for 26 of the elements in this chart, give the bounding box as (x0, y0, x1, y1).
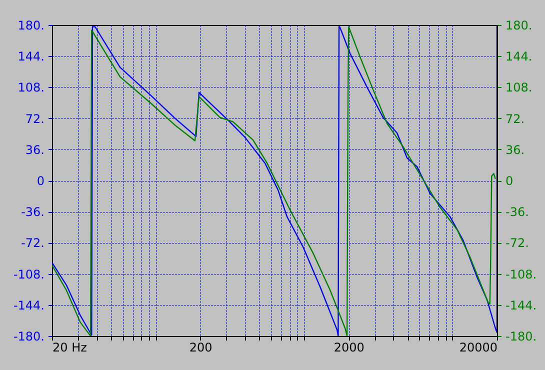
y-tick-label: 72. (25, 112, 44, 126)
x-tick-label: 2000 (334, 340, 364, 354)
y2-tick-label: -180. (506, 330, 537, 344)
y-tick-label: 36. (25, 142, 44, 157)
y2-tick-label: 72. (506, 112, 525, 126)
y-tick-label: -72. (21, 236, 44, 250)
y-tick-label: -36. (21, 205, 44, 220)
y-tick-label: 180. (18, 18, 44, 32)
x-tick-label: 200 (189, 340, 212, 354)
y2-tick-label: -36. (506, 205, 529, 220)
y2-tick-label: 36. (506, 142, 525, 157)
y-tick-label: -108. (13, 267, 44, 282)
y2-tick-label: -72. (506, 236, 529, 250)
y2-tick-label: -108. (506, 267, 537, 282)
y2-tick-label: 180. (506, 18, 532, 32)
y-tick-label: 144. (18, 50, 44, 64)
x-tick-label: 20 Hz (52, 340, 87, 354)
x-tick-label: 20000 (459, 340, 498, 354)
y-tick-label: -144. (13, 298, 44, 312)
y-tick-label: 0 (36, 174, 44, 188)
y2-tick-label: 108. (506, 80, 532, 95)
y2-tick-label: 0 (506, 174, 514, 188)
y-tick-label: 108. (18, 80, 44, 95)
y-tick-label: -180. (13, 330, 44, 344)
y2-tick-label: -144. (506, 298, 537, 312)
y2-tick-label: 144. (506, 50, 532, 64)
